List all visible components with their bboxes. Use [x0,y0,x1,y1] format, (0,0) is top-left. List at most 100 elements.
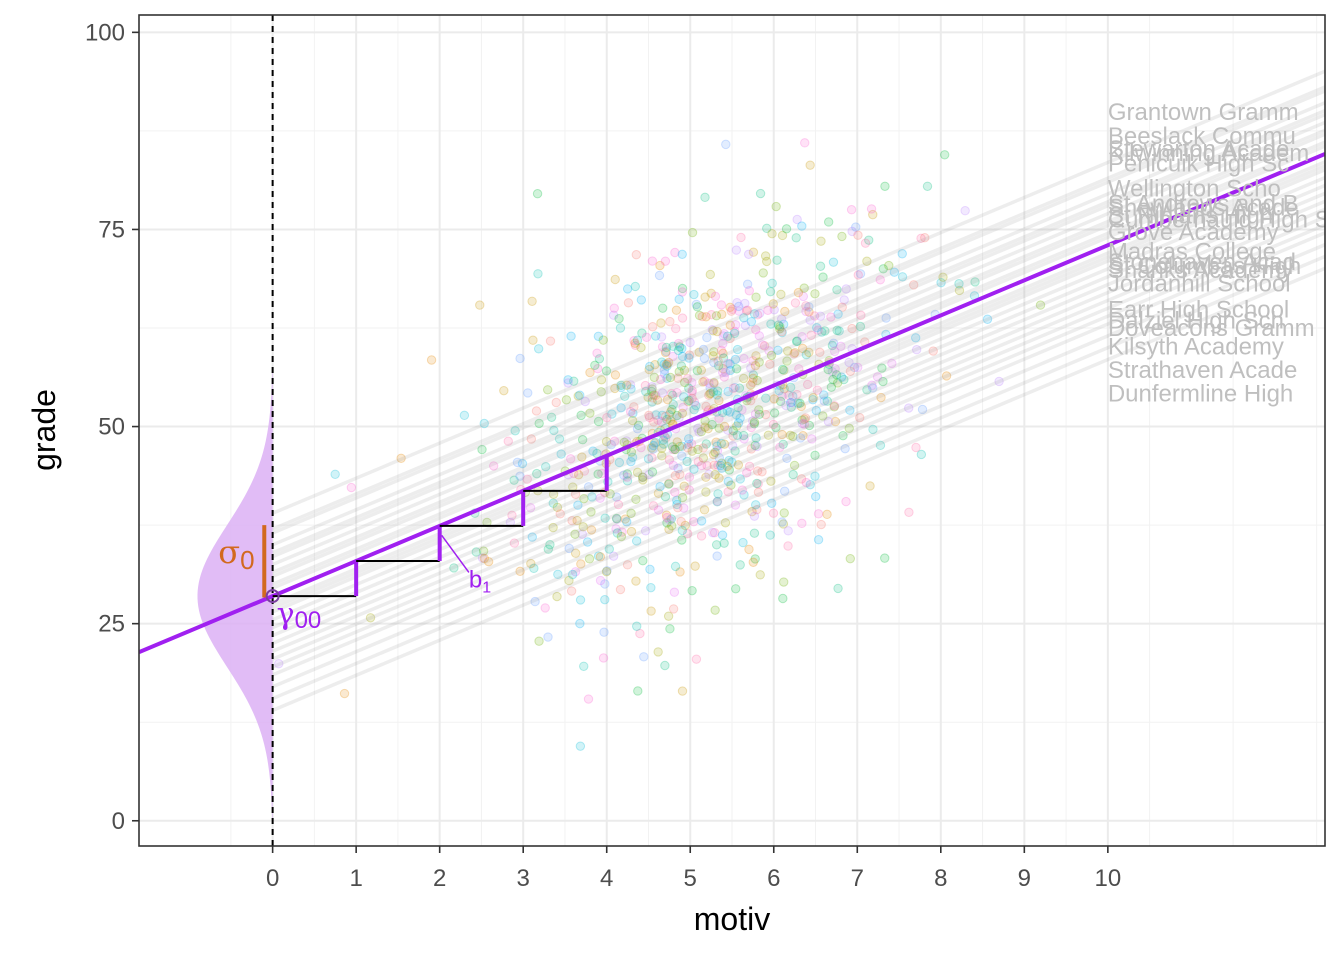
data-point [672,499,682,510]
data-point [691,654,702,664]
data-point [644,412,655,423]
data-point [788,431,798,442]
data-point [693,444,703,455]
data-point [761,393,771,403]
data-point [723,386,733,397]
gamma-annotation: γ00 [265,589,321,634]
data-point [588,446,598,456]
data-point [812,385,823,395]
school-line [271,140,1325,586]
data-point [718,353,729,363]
data-point [546,412,557,422]
data-point [629,402,639,412]
data-point [471,547,481,557]
data-point [815,261,826,271]
data-point [719,328,729,339]
data-point [643,454,654,464]
data-point [579,661,589,671]
data-point [724,465,735,475]
data-point [479,418,489,429]
data-point [684,472,695,482]
data-point [781,400,791,411]
data-point [475,300,485,310]
data-point [542,385,553,395]
x-tick-label: 3 [517,865,530,892]
data-point [693,423,703,434]
school-label: Penicuik High Sc [1108,150,1289,177]
data-point [846,205,857,215]
data-point [719,421,730,432]
data-point [733,418,744,428]
data-point [751,351,761,361]
data-point [765,530,775,540]
data-point [646,582,656,593]
data-point [712,497,722,507]
data-point [684,485,694,495]
school-label: Doveacons Gramm [1108,315,1315,342]
data-point [754,409,765,420]
data-point [826,382,837,392]
data-point [720,518,731,528]
data-point [631,536,642,546]
data-point [804,347,814,358]
data-point [726,480,736,490]
data-point [746,422,757,433]
data-point [862,256,872,266]
school-label: Stewarton Acade [1108,136,1289,163]
data-point [690,561,700,571]
data-point [769,408,780,418]
data-point [748,247,759,257]
data-point [657,342,668,352]
data-point [627,452,638,463]
data-point [849,362,860,373]
data-point [650,359,660,370]
data-point [564,575,574,586]
data-point [552,591,562,602]
data-point [832,325,842,336]
data-point [801,349,812,360]
data-point [749,419,759,429]
data-point [605,489,615,499]
data-point [633,420,644,431]
data-point [880,553,890,563]
data-point [797,221,807,231]
data-point [677,535,687,545]
data-point [808,393,818,403]
data-point [708,387,719,397]
data-point [780,306,790,317]
data-point [698,377,708,387]
data-point [707,325,718,335]
data-point [804,302,814,312]
data-point [705,389,715,399]
data-point [765,286,776,297]
school-line [271,191,1325,638]
data-point [779,508,789,518]
data-point [609,303,619,313]
data-point [575,618,585,629]
data-point [789,349,799,359]
school-label: Madras College [1108,239,1276,266]
data-point [653,505,664,515]
data-point [830,346,840,357]
data-point [788,469,798,480]
data-point [622,469,632,479]
data-point [742,305,753,315]
data-point [711,437,721,447]
data-point [705,383,715,393]
data-point [593,469,603,479]
data-point [868,383,878,393]
data-point [704,469,714,479]
data-point [674,441,685,452]
data-point [752,478,762,489]
data-point [753,487,764,497]
data-point [755,570,765,580]
data-point [777,327,787,338]
data-point [840,443,850,454]
data-point [679,481,689,491]
data-point [795,398,805,408]
data-point [728,383,738,394]
data-point [782,453,792,464]
data-point [499,385,509,396]
data-point [595,575,606,586]
data-point [753,310,763,320]
